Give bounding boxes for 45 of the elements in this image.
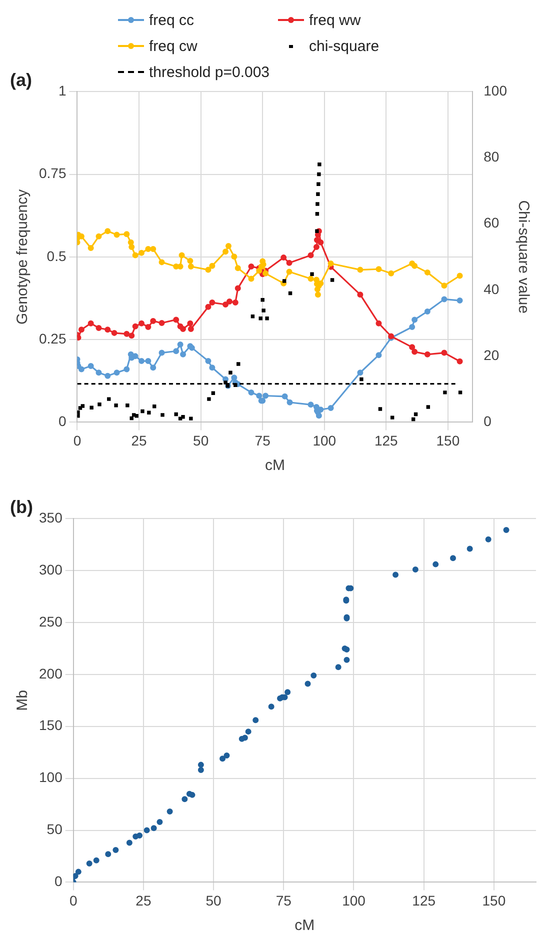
y-tick-label: 0.75 xyxy=(39,165,66,182)
legend-label: freq cc xyxy=(149,12,194,28)
legend-label: chi-square xyxy=(309,38,380,54)
x-tick-label: 150 xyxy=(482,892,506,908)
x-axis-title: cM xyxy=(294,917,315,934)
x-tick-label: 150 xyxy=(436,432,460,448)
x-tick-label: 125 xyxy=(374,432,398,448)
y2-tick-label: 60 xyxy=(484,214,500,231)
chart-title: (a) xyxy=(10,70,32,90)
y-tick-label: 50 xyxy=(46,821,63,838)
y-tick-label: 250 xyxy=(39,613,63,630)
x-tick-label: 50 xyxy=(193,432,209,448)
y-tick-label: 0 xyxy=(54,873,63,890)
x-tick-label: 25 xyxy=(136,892,152,908)
legend-label: threshold p=0.003 xyxy=(149,64,270,80)
y-tick-label: 0.5 xyxy=(46,248,66,264)
y2-tick-label: 20 xyxy=(484,346,500,363)
x-tick-label: 100 xyxy=(342,892,366,908)
y-tick-label: 350 xyxy=(39,509,63,526)
y-axis-title: Mb xyxy=(14,690,32,711)
x-tick-label: 50 xyxy=(206,892,222,908)
y-tick-label: 200 xyxy=(39,665,63,682)
x-tick-label: 0 xyxy=(69,892,78,908)
x-axis-title: cM xyxy=(264,457,285,474)
x-tick-label: 75 xyxy=(254,432,271,448)
x-tick-label: 0 xyxy=(73,432,82,448)
y2-tick-label: 100 xyxy=(484,82,508,98)
y-tick-label: 100 xyxy=(39,769,63,786)
x-tick-label: 75 xyxy=(276,892,292,908)
y2-tick-label: 0 xyxy=(484,413,492,430)
y-axis-title: Genotype frequency xyxy=(14,188,32,324)
y-tick-label: 150 xyxy=(39,717,63,734)
y2-tick-label: 40 xyxy=(484,280,500,297)
y-tick-label: 0 xyxy=(58,413,66,430)
x-tick-label: 125 xyxy=(412,892,436,908)
y-tick-label: 300 xyxy=(39,561,63,578)
legend-label: freq ww xyxy=(309,12,361,28)
y-tick-label: 1 xyxy=(58,82,66,98)
y2-tick-label: 80 xyxy=(484,148,500,165)
y-tick-label: 0.25 xyxy=(39,330,66,346)
legend-label: freq cw xyxy=(149,38,198,54)
chart-title: (b) xyxy=(10,496,33,517)
x-tick-label: 100 xyxy=(312,432,336,448)
x-tick-label: 25 xyxy=(131,432,148,448)
y2-axis-title: Chi-square value xyxy=(514,200,532,314)
